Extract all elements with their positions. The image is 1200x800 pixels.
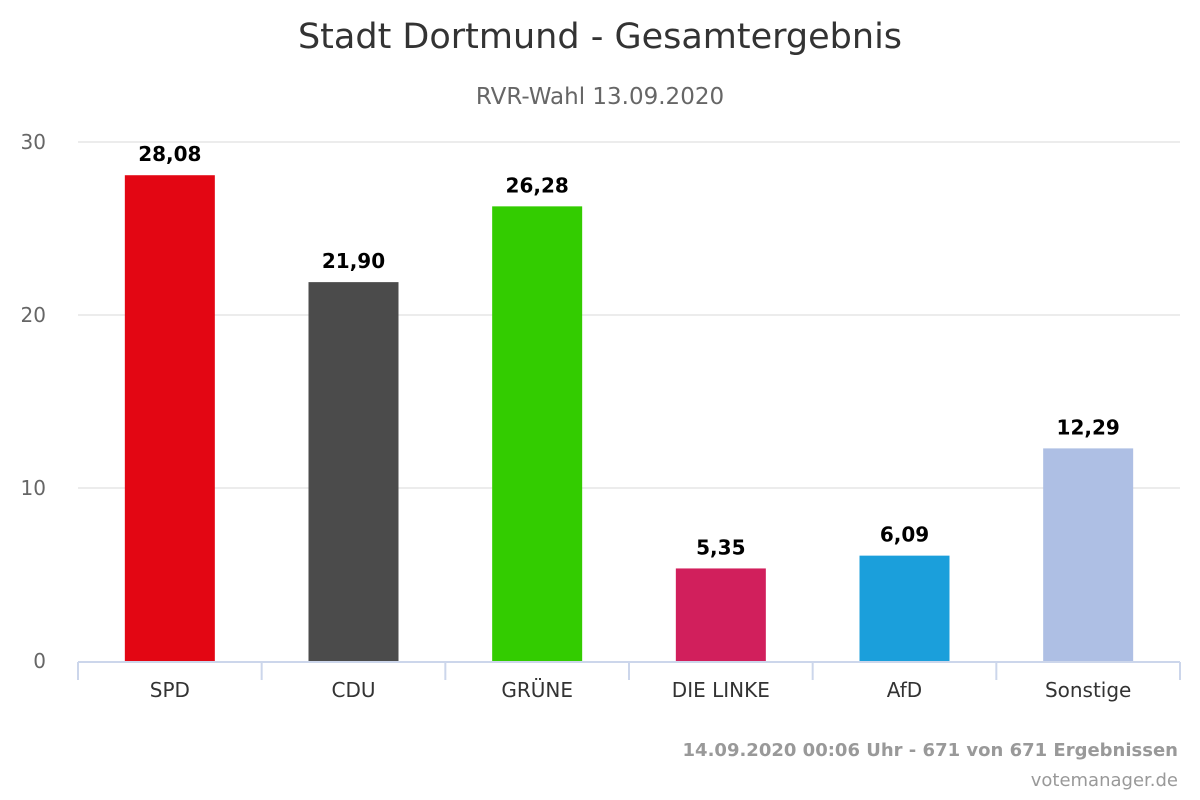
chart-subtitle: RVR-Wahl 13.09.2020 bbox=[476, 84, 724, 110]
y-tick-label: 20 bbox=[21, 303, 46, 327]
x-axis-ticks: SPD CDU GRÜNE DIE LINKE AfD Sonstige bbox=[77, 662, 1181, 702]
x-tick-label: SPD bbox=[150, 678, 190, 702]
x-tick-label: AfD bbox=[887, 678, 922, 702]
y-tick-label: 0 bbox=[33, 649, 46, 673]
gridlines bbox=[78, 141, 1180, 489]
bar-afd[interactable] bbox=[859, 555, 950, 661]
y-tick-label: 10 bbox=[21, 476, 46, 500]
y-axis-ticks: 0 10 20 30 bbox=[21, 130, 46, 673]
data-label: 21,90 bbox=[322, 249, 385, 273]
result-status: 14.09.2020 00:06 Uhr - 671 von 671 Ergeb… bbox=[683, 740, 1178, 761]
x-tick-label: Sonstige bbox=[1045, 678, 1131, 702]
source-credit[interactable]: votemanager.de bbox=[1031, 770, 1178, 791]
bar-spd[interactable] bbox=[124, 175, 215, 661]
y-tick-label: 30 bbox=[21, 130, 46, 154]
bar-grüne[interactable] bbox=[492, 206, 583, 661]
bar-sonstige[interactable] bbox=[1043, 448, 1134, 661]
x-tick-label: GRÜNE bbox=[501, 678, 573, 702]
chart-title: Stadt Dortmund - Gesamtergebnis bbox=[298, 17, 902, 57]
bar-cdu[interactable] bbox=[308, 282, 399, 661]
data-label: 28,08 bbox=[138, 142, 201, 166]
x-tick-label: CDU bbox=[331, 678, 375, 702]
x-tick-label: DIE LINKE bbox=[672, 678, 770, 702]
bar-die-linke[interactable] bbox=[675, 568, 766, 661]
data-label: 6,09 bbox=[880, 523, 929, 547]
data-labels: 28,08 21,90 26,28 5,35 6,09 12,29 bbox=[138, 142, 1120, 559]
bars bbox=[124, 175, 1134, 661]
data-label: 12,29 bbox=[1057, 415, 1120, 439]
data-label: 5,35 bbox=[696, 535, 745, 559]
data-label: 26,28 bbox=[506, 173, 569, 197]
